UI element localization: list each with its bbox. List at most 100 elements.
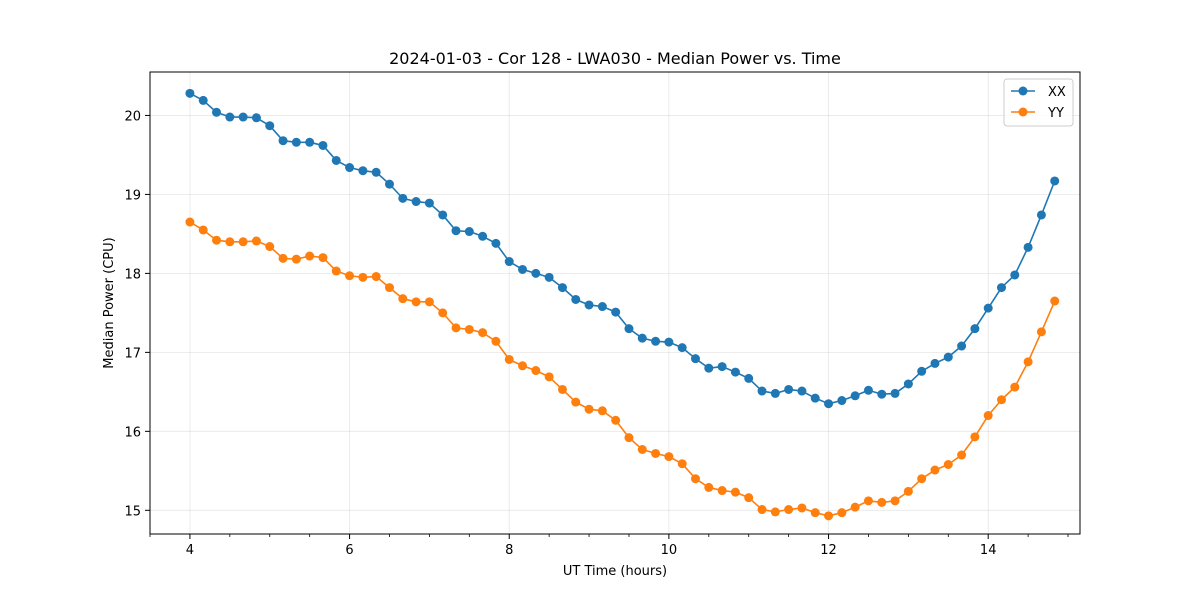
data-point-yy <box>438 308 448 318</box>
data-point-yy <box>664 452 674 462</box>
data-point-xx <box>837 396 847 406</box>
x-tick-label: 6 <box>345 543 353 558</box>
data-point-xx <box>1023 242 1033 252</box>
data-point-yy <box>464 324 474 334</box>
data-point-yy <box>491 336 501 346</box>
data-point-yy <box>797 503 807 513</box>
data-point-xx <box>225 112 235 122</box>
data-point-xx <box>690 354 700 364</box>
data-point-yy <box>384 283 394 293</box>
data-point-xx <box>757 386 767 396</box>
x-tick-label: 12 <box>820 543 837 558</box>
data-point-yy <box>544 372 554 382</box>
data-point-yy <box>345 271 355 281</box>
data-point-yy <box>730 487 740 497</box>
data-point-xx <box>943 352 953 362</box>
data-point-xx <box>318 140 328 150</box>
series-yy <box>185 217 1060 521</box>
legend-label-xx: XX <box>1048 85 1066 100</box>
data-point-yy <box>917 474 927 484</box>
data-point-xx <box>212 107 222 117</box>
legend-marker-yy <box>1018 107 1028 117</box>
data-point-yy <box>997 395 1006 405</box>
legend-label-yy: YY <box>1047 106 1064 121</box>
data-point-xx <box>597 302 607 312</box>
data-point-xx <box>890 388 900 398</box>
data-point-yy <box>850 502 860 512</box>
x-tick-label: 4 <box>186 543 194 558</box>
data-point-xx <box>424 198 434 208</box>
data-point-yy <box>424 297 434 307</box>
y-tick-label: 17 <box>124 346 141 361</box>
data-point-xx <box>305 137 315 147</box>
data-point-xx <box>557 283 567 293</box>
data-point-yy <box>225 237 235 247</box>
data-point-xx <box>358 166 368 176</box>
series-xx <box>185 88 1060 409</box>
data-point-xx <box>491 238 501 248</box>
data-point-yy <box>571 397 581 407</box>
data-point-yy <box>212 235 222 245</box>
data-point-yy <box>331 266 341 276</box>
data-point-xx <box>331 155 341 165</box>
data-point-yy <box>318 253 328 263</box>
data-point-xx <box>624 324 634 334</box>
data-point-xx <box>704 363 714 373</box>
data-point-yy <box>810 508 820 518</box>
data-point-yy <box>903 486 913 496</box>
data-point-xx <box>930 358 940 368</box>
data-point-yy <box>757 505 767 515</box>
y-tick-label: 20 <box>124 109 141 124</box>
data-point-yy <box>877 497 887 507</box>
data-point-yy <box>677 459 687 469</box>
data-point-yy <box>1010 382 1020 392</box>
y-tick-label: 19 <box>124 188 141 203</box>
data-point-xx <box>903 379 913 389</box>
data-point-xx <box>1050 176 1060 186</box>
y-tick-label: 16 <box>124 425 141 440</box>
data-point-yy <box>371 272 381 282</box>
data-point-xx <box>518 264 528 274</box>
data-point-xx <box>265 121 275 131</box>
data-point-yy <box>611 415 621 425</box>
data-point-xx <box>970 324 980 334</box>
data-point-yy <box>943 460 953 469</box>
data-point-yy <box>983 411 993 421</box>
data-point-yy <box>291 254 301 264</box>
data-point-yy <box>597 406 607 416</box>
y-axis-label: Median Power (CPU) <box>102 237 117 368</box>
data-point-yy <box>411 297 421 307</box>
data-point-xx <box>770 388 780 398</box>
chart-title: 2024-01-03 - Cor 128 - LWA030 - Median P… <box>389 49 841 68</box>
data-point-xx <box>544 272 554 282</box>
data-point-xx <box>637 333 647 343</box>
data-point-xx <box>251 113 261 123</box>
data-point-xx <box>438 210 448 220</box>
data-point-yy <box>704 482 714 492</box>
data-point-yy <box>1023 357 1033 367</box>
data-point-yy <box>238 237 248 247</box>
data-point-xx <box>717 362 727 372</box>
data-point-yy <box>478 328 488 338</box>
data-point-yy <box>504 354 514 364</box>
data-point-yy <box>278 253 288 263</box>
data-point-yy <box>531 366 541 376</box>
data-point-xx <box>744 373 754 383</box>
series-layer <box>185 88 1060 521</box>
data-point-yy <box>770 507 780 517</box>
x-tick-label: 14 <box>980 543 997 558</box>
data-point-yy <box>265 242 275 252</box>
data-point-xx <box>278 136 288 146</box>
data-point-xx <box>398 193 408 203</box>
data-point-yy <box>198 225 208 235</box>
data-point-yy <box>930 465 940 475</box>
data-point-yy <box>957 450 967 460</box>
data-point-yy <box>451 323 461 333</box>
data-point-yy <box>624 433 634 443</box>
data-point-yy <box>837 508 847 518</box>
data-point-yy <box>824 511 834 521</box>
data-point-yy <box>518 361 528 371</box>
data-point-xx <box>957 341 967 351</box>
legend-marker-xx <box>1018 86 1028 96</box>
data-point-xx <box>451 226 461 236</box>
